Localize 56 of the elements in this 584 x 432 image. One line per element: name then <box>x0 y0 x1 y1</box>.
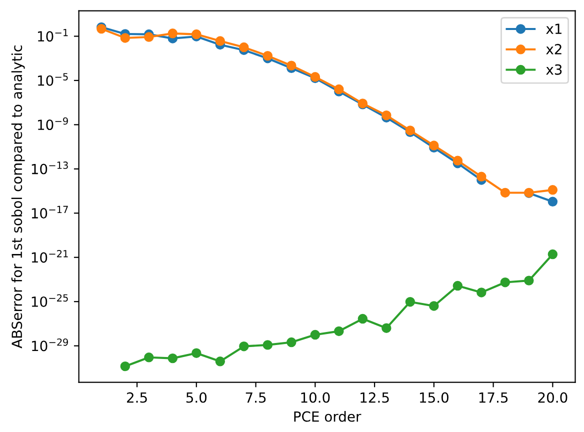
x-tick-label: 2.5 <box>127 392 147 403</box>
point <box>239 42 249 52</box>
point <box>120 33 130 43</box>
point <box>334 84 344 94</box>
y-tick-label: 10$^{−29}$ <box>32 338 68 352</box>
point <box>262 50 273 61</box>
point <box>382 323 392 333</box>
x-tick-label: 12.5 <box>360 392 389 403</box>
point <box>548 196 558 206</box>
point <box>500 188 510 198</box>
point <box>168 28 178 38</box>
point <box>310 330 320 340</box>
point <box>168 353 178 364</box>
point <box>192 29 202 40</box>
point <box>215 36 226 46</box>
point <box>429 140 439 150</box>
y-tick-label: 10$^{−17}$ <box>32 206 68 219</box>
point <box>452 280 463 291</box>
point <box>524 276 534 286</box>
y-tick-label: 10$^{−13}$ <box>32 162 68 174</box>
point <box>144 32 154 42</box>
x-tick-label: 17.5 <box>479 392 508 403</box>
y-axis-title: ABSerror for 1st sobol compared to analytic <box>11 46 25 348</box>
point <box>358 314 368 324</box>
point <box>452 156 463 166</box>
point <box>192 348 202 358</box>
legend-label: x1 <box>546 24 562 34</box>
point <box>429 301 439 311</box>
point <box>286 337 296 348</box>
legend-label: x2 <box>546 44 562 54</box>
point <box>476 172 486 182</box>
point <box>120 361 130 372</box>
point <box>262 340 273 350</box>
y-tick-label: 10$^{−9}$ <box>38 117 68 130</box>
point <box>239 341 249 352</box>
y-tick-label: 10$^{−21}$ <box>32 250 68 263</box>
x-tick-label: 5.0 <box>186 392 207 403</box>
x-axis-title: PCE order <box>294 411 362 422</box>
point <box>500 277 510 288</box>
legend-label: x3 <box>546 64 562 75</box>
y-tick-label: 10$^{−1}$ <box>38 29 68 42</box>
point <box>548 185 558 195</box>
x-tick-label: 10.0 <box>301 392 330 403</box>
x-tick-label: 7.5 <box>246 392 266 403</box>
point <box>382 110 392 120</box>
y-tick-label: 10$^{−5}$ <box>38 73 68 86</box>
point <box>334 326 344 336</box>
point <box>405 296 416 307</box>
y-tick-label: 10$^{−25}$ <box>32 294 68 307</box>
point <box>476 288 486 298</box>
point <box>286 60 296 70</box>
point <box>548 249 558 260</box>
point <box>144 352 154 362</box>
x-tick-label: 20.0 <box>538 392 568 403</box>
point <box>215 356 226 366</box>
x-tick-label: 15.0 <box>420 392 448 403</box>
